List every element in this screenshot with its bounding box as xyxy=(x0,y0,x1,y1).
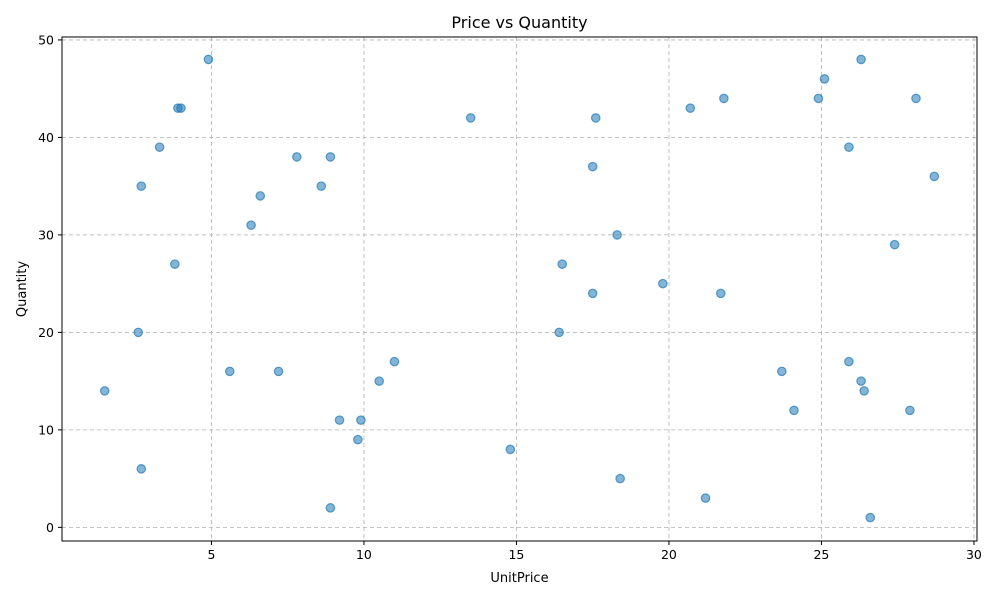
y-axis-label: Quantity xyxy=(15,261,30,317)
scatter-point xyxy=(612,230,622,240)
x-tick-label: 20 xyxy=(661,547,677,562)
scatter-point xyxy=(789,405,799,416)
scatter-point xyxy=(292,152,302,162)
scatter-point xyxy=(136,181,147,191)
scatter-point xyxy=(819,74,830,84)
axes: 5 10 15 20 25 30 0 10 20 30 40 50 xyxy=(38,32,982,562)
x-axis-label: UnitPrice xyxy=(490,571,548,586)
scatter-point xyxy=(856,54,866,65)
scatter-point xyxy=(859,386,869,396)
scatter-point xyxy=(176,103,186,113)
scatter-point xyxy=(465,113,476,123)
scatter-point xyxy=(844,142,854,152)
scatter-point xyxy=(856,376,866,386)
scatter-point xyxy=(776,366,787,377)
scatter-point xyxy=(203,54,214,65)
x-tick-label: 5 xyxy=(207,547,215,562)
scatter-point xyxy=(865,512,876,523)
y-tick-label: 30 xyxy=(38,227,54,242)
scatter-point xyxy=(844,356,854,367)
scatter-point xyxy=(374,376,384,386)
scatter-point xyxy=(615,473,625,484)
scatter-point xyxy=(813,93,824,104)
y-tick-label: 40 xyxy=(38,130,54,145)
y-tick-label: 10 xyxy=(38,422,54,437)
scatter-point xyxy=(911,93,921,104)
scatter-point xyxy=(99,386,110,396)
scatter-point xyxy=(658,278,668,289)
scatter-point xyxy=(353,434,363,445)
scatter-point xyxy=(325,152,336,162)
scatter-point xyxy=(334,415,345,425)
x-tick-label: 25 xyxy=(813,547,829,562)
scatter-point xyxy=(929,171,940,182)
scatter-point xyxy=(685,103,696,113)
grid xyxy=(62,37,977,541)
scatter-point xyxy=(587,288,598,299)
scatter-point xyxy=(246,220,256,230)
scatter-point xyxy=(316,181,327,191)
scatter-point xyxy=(905,405,915,416)
chart-title: Price vs Quantity xyxy=(451,13,587,32)
scatter-point xyxy=(587,161,598,172)
scatter-point xyxy=(170,259,180,269)
scatter-point xyxy=(273,366,284,377)
scatter-point xyxy=(715,288,726,299)
scatter-point xyxy=(136,464,147,474)
scatter-point xyxy=(554,327,564,338)
y-tick-label: 0 xyxy=(46,520,54,535)
y-tick-label: 50 xyxy=(38,32,54,47)
scatter-point xyxy=(889,239,900,250)
scatter-point xyxy=(325,503,336,513)
scatter-point xyxy=(557,259,567,269)
scatter-point xyxy=(224,366,235,377)
plot-frame xyxy=(61,36,978,542)
x-tick-label: 30 xyxy=(966,547,982,562)
scatter-point xyxy=(505,444,516,455)
data-points xyxy=(99,54,940,523)
scatter-point xyxy=(154,142,165,152)
scatter-point xyxy=(389,356,400,367)
scatter-point xyxy=(700,493,711,503)
scatter-point xyxy=(255,191,266,201)
scatter-point xyxy=(590,113,601,123)
x-tick-label: 15 xyxy=(508,547,524,562)
scatter-point xyxy=(356,415,366,425)
scatter-point xyxy=(133,327,144,338)
x-tick-label: 10 xyxy=(356,547,372,562)
y-tick-label: 20 xyxy=(38,325,54,340)
scatter-point xyxy=(719,93,729,104)
